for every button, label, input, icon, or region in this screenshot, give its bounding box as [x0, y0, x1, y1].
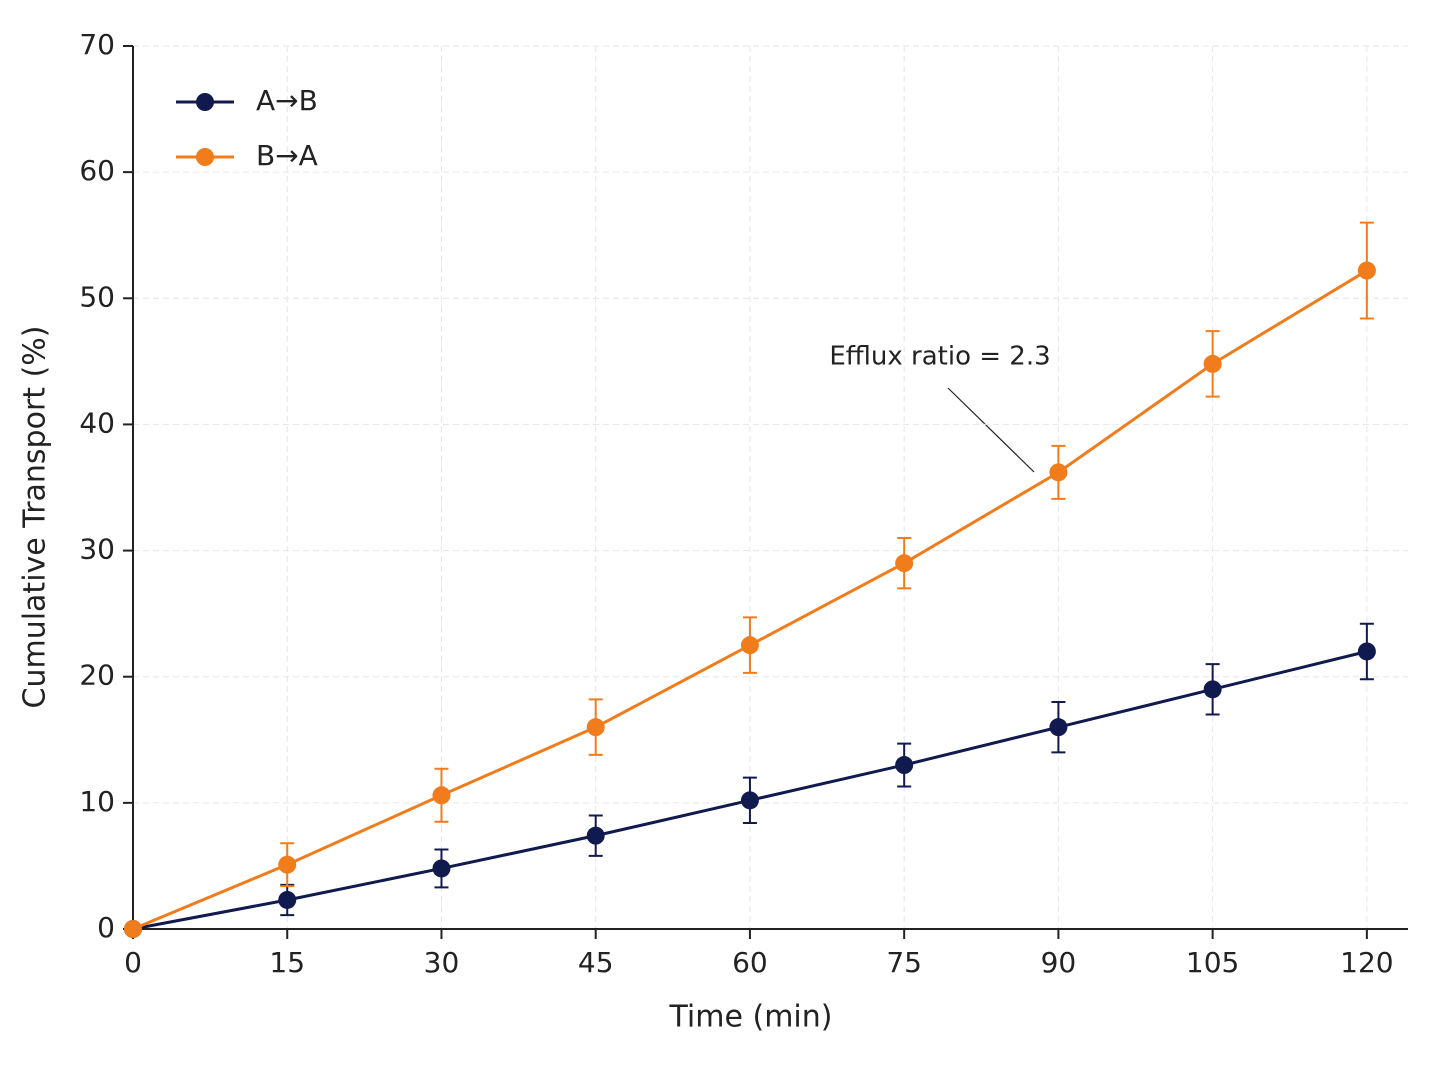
- marker: [432, 786, 451, 805]
- x-tick-label: 105: [1186, 946, 1239, 979]
- x-tick-label: 120: [1340, 946, 1393, 979]
- x-tick-label: 30: [424, 946, 460, 979]
- marker: [1049, 463, 1068, 482]
- y-tick-label: 60: [79, 154, 115, 187]
- y-tick-label: 30: [79, 533, 115, 566]
- marker: [586, 826, 605, 845]
- y-tick-label: 50: [79, 280, 115, 313]
- marker: [895, 554, 914, 573]
- marker: [1203, 354, 1222, 373]
- annotation-arrow: [947, 387, 1035, 473]
- y-tick-label: 40: [79, 406, 115, 439]
- marker: [1357, 261, 1376, 280]
- legend-label: B→A: [256, 139, 318, 172]
- marker: [586, 718, 605, 737]
- legend-marker: [196, 148, 214, 166]
- marker: [432, 859, 451, 878]
- y-tick-label: 0: [97, 911, 115, 944]
- y-tick-label: 10: [79, 785, 115, 818]
- legend-marker: [196, 93, 214, 111]
- marker: [740, 636, 759, 655]
- x-tick-label: 0: [124, 946, 142, 979]
- marker: [1049, 718, 1068, 737]
- x-tick-label: 90: [1041, 946, 1077, 979]
- marker: [895, 756, 914, 775]
- y-tick-label: 20: [79, 659, 115, 692]
- x-tick-label: 60: [732, 946, 768, 979]
- x-tick-label: 45: [578, 946, 614, 979]
- marker: [278, 890, 297, 909]
- y-tick-label: 70: [79, 28, 115, 61]
- x-tick-label: 15: [269, 946, 305, 979]
- annotation: Efflux ratio = 2.3: [829, 342, 1050, 372]
- marker: [1203, 680, 1222, 699]
- legend-label: A→B: [256, 84, 318, 117]
- marker: [740, 791, 759, 810]
- x-tick-label: 75: [886, 946, 922, 979]
- x-axis-label: Time (min): [669, 1000, 833, 1035]
- marker: [278, 855, 297, 874]
- marker: [1357, 642, 1376, 661]
- y-axis-label: Cumulative Transport (%): [18, 326, 53, 709]
- marker: [124, 920, 142, 938]
